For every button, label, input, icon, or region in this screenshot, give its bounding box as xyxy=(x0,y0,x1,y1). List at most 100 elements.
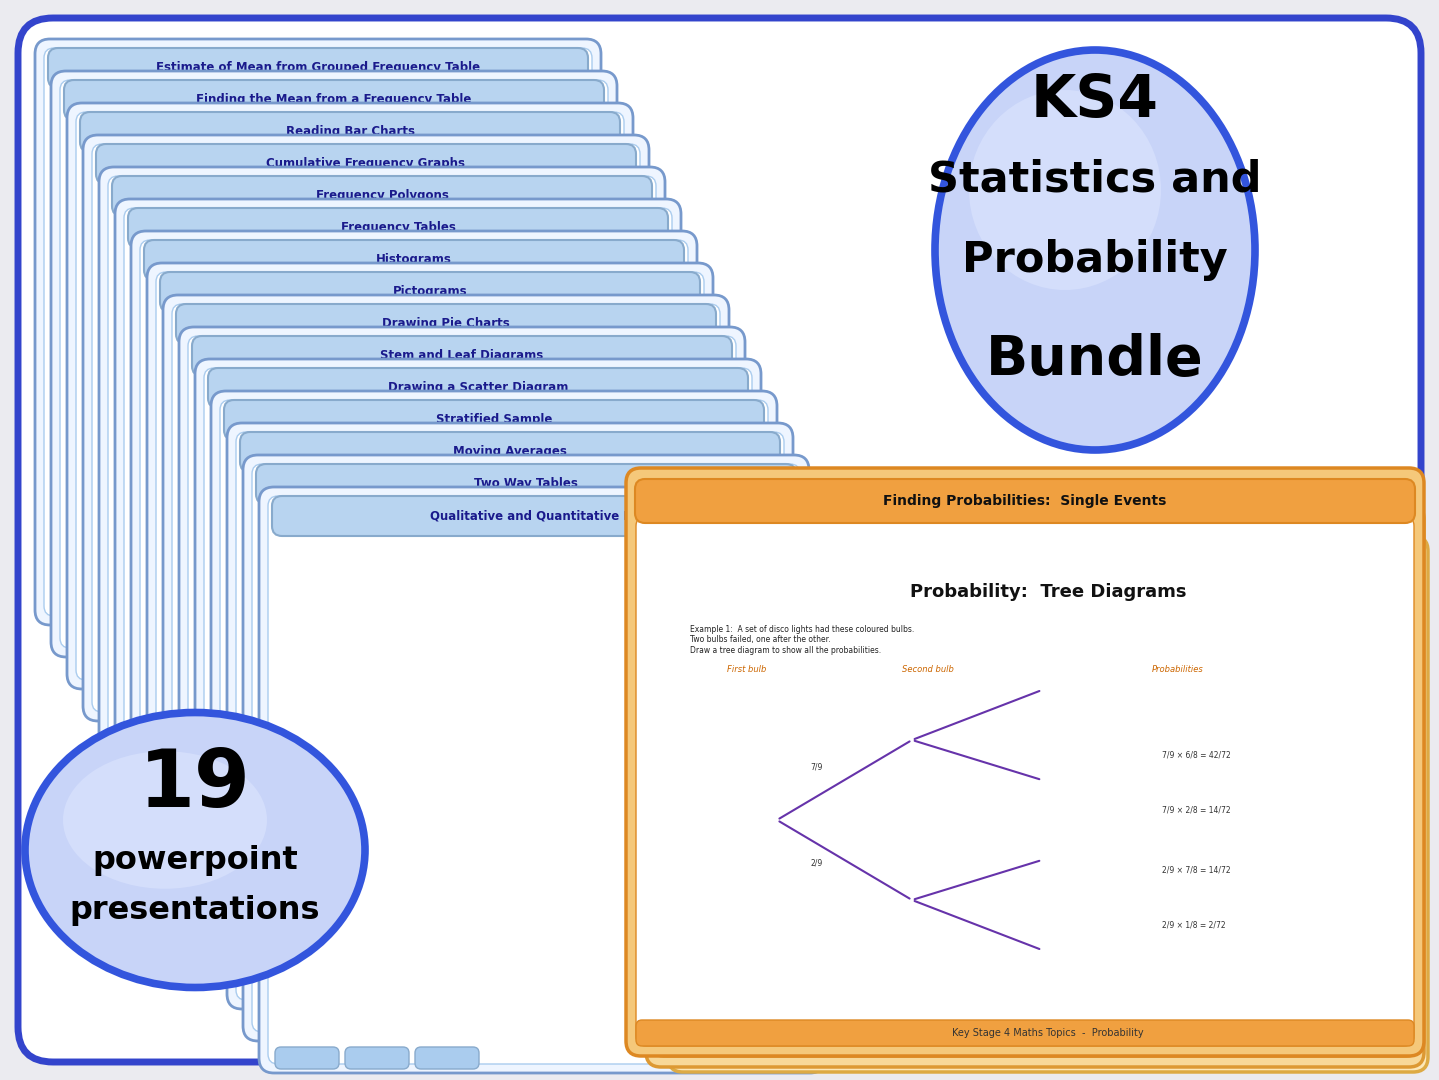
FancyBboxPatch shape xyxy=(99,696,163,717)
Text: 2/9 × 7/8 = 14/72: 2/9 × 7/8 = 14/72 xyxy=(1163,865,1230,875)
FancyBboxPatch shape xyxy=(131,231,696,816)
Text: 7/9 × 6/8 = 42/72: 7/9 × 6/8 = 42/72 xyxy=(1163,751,1230,759)
FancyBboxPatch shape xyxy=(223,663,286,685)
Text: powerpoint: powerpoint xyxy=(92,845,298,876)
FancyBboxPatch shape xyxy=(178,855,243,877)
FancyBboxPatch shape xyxy=(635,480,1415,523)
Text: Stratified Sample: Stratified Sample xyxy=(436,414,553,427)
Ellipse shape xyxy=(24,713,366,987)
Text: 7/9: 7/9 xyxy=(810,762,823,772)
FancyBboxPatch shape xyxy=(144,240,684,280)
FancyBboxPatch shape xyxy=(204,368,753,936)
FancyBboxPatch shape xyxy=(178,327,745,913)
FancyBboxPatch shape xyxy=(96,144,636,184)
FancyBboxPatch shape xyxy=(256,464,796,504)
FancyBboxPatch shape xyxy=(656,552,1415,1057)
FancyBboxPatch shape xyxy=(240,432,780,472)
FancyBboxPatch shape xyxy=(646,504,1425,1067)
FancyBboxPatch shape xyxy=(636,1020,1415,1047)
Text: Reading Bar Charts: Reading Bar Charts xyxy=(285,125,414,138)
FancyBboxPatch shape xyxy=(50,71,617,657)
FancyBboxPatch shape xyxy=(281,919,345,941)
Text: Second bulb: Second bulb xyxy=(902,665,954,675)
FancyBboxPatch shape xyxy=(676,546,1419,591)
FancyBboxPatch shape xyxy=(160,272,699,312)
FancyBboxPatch shape xyxy=(196,887,259,909)
FancyBboxPatch shape xyxy=(140,240,688,808)
FancyBboxPatch shape xyxy=(35,39,602,625)
Text: Qualitative and Quantitative Data: Qualitative and Quantitative Data xyxy=(430,510,655,523)
FancyBboxPatch shape xyxy=(168,696,233,717)
FancyBboxPatch shape xyxy=(220,400,768,968)
FancyBboxPatch shape xyxy=(296,951,361,973)
FancyBboxPatch shape xyxy=(286,791,351,813)
FancyBboxPatch shape xyxy=(304,823,367,845)
FancyBboxPatch shape xyxy=(268,496,816,1064)
FancyBboxPatch shape xyxy=(163,823,227,845)
Text: Probabilities: Probabilities xyxy=(1153,665,1204,675)
FancyBboxPatch shape xyxy=(50,599,115,621)
FancyBboxPatch shape xyxy=(367,951,432,973)
Text: Key Stage 4 Maths Topics  -  Probability: Key Stage 4 Maths Topics - Probability xyxy=(953,1028,1144,1038)
Text: Statistics and: Statistics and xyxy=(928,159,1262,201)
FancyBboxPatch shape xyxy=(147,791,212,813)
Text: Example 1:  A set of disco lights had these coloured bulbs.
Two bulbs failed, on: Example 1: A set of disco lights had the… xyxy=(689,625,914,654)
FancyBboxPatch shape xyxy=(330,1015,393,1037)
FancyBboxPatch shape xyxy=(207,631,271,653)
Text: Frequency Tables: Frequency Tables xyxy=(341,221,455,234)
FancyBboxPatch shape xyxy=(383,983,448,1005)
FancyBboxPatch shape xyxy=(63,80,604,120)
FancyBboxPatch shape xyxy=(319,855,383,877)
FancyBboxPatch shape xyxy=(189,336,735,904)
FancyBboxPatch shape xyxy=(399,1015,463,1037)
FancyBboxPatch shape xyxy=(191,599,255,621)
FancyBboxPatch shape xyxy=(121,599,186,621)
FancyBboxPatch shape xyxy=(212,919,275,941)
Text: Moving Averages: Moving Averages xyxy=(453,445,567,459)
FancyBboxPatch shape xyxy=(83,663,147,685)
Text: Probability:  Tree Diagrams: Probability: Tree Diagrams xyxy=(941,562,1156,576)
Text: Probability:  Probability Space Diagrams: Probability: Probability Space Diagrams xyxy=(876,530,1194,544)
FancyBboxPatch shape xyxy=(68,103,633,689)
FancyBboxPatch shape xyxy=(137,631,201,653)
FancyBboxPatch shape xyxy=(345,1047,409,1069)
Text: 7/9 × 2/8 = 14/72: 7/9 × 2/8 = 14/72 xyxy=(1163,806,1230,814)
FancyBboxPatch shape xyxy=(115,727,178,750)
FancyBboxPatch shape xyxy=(212,391,777,977)
Ellipse shape xyxy=(935,50,1255,450)
FancyBboxPatch shape xyxy=(115,199,681,785)
Ellipse shape xyxy=(968,90,1161,291)
FancyBboxPatch shape xyxy=(252,464,800,1032)
FancyBboxPatch shape xyxy=(99,167,665,753)
FancyBboxPatch shape xyxy=(275,1047,340,1069)
Text: Finding Probabilities:  Single Events: Finding Probabilities: Single Events xyxy=(884,494,1167,508)
Text: Drawing Pie Charts: Drawing Pie Charts xyxy=(383,318,509,330)
FancyBboxPatch shape xyxy=(217,791,281,813)
FancyBboxPatch shape xyxy=(47,48,589,87)
FancyBboxPatch shape xyxy=(272,496,812,536)
FancyBboxPatch shape xyxy=(81,112,620,152)
FancyBboxPatch shape xyxy=(173,303,720,872)
Text: Drawing a Scatter Diagram: Drawing a Scatter Diagram xyxy=(389,381,568,394)
FancyBboxPatch shape xyxy=(636,516,1415,1047)
Text: Pictograms: Pictograms xyxy=(393,285,468,298)
FancyBboxPatch shape xyxy=(233,823,296,845)
Text: 2/9 × 1/8 = 2/72: 2/9 × 1/8 = 2/72 xyxy=(1163,920,1226,930)
FancyBboxPatch shape xyxy=(255,727,319,750)
FancyBboxPatch shape xyxy=(265,887,330,909)
FancyBboxPatch shape xyxy=(45,48,591,616)
FancyBboxPatch shape xyxy=(259,1015,322,1037)
FancyBboxPatch shape xyxy=(176,303,717,345)
FancyBboxPatch shape xyxy=(656,1031,1415,1057)
FancyBboxPatch shape xyxy=(678,584,1417,1062)
FancyBboxPatch shape xyxy=(92,144,640,712)
FancyBboxPatch shape xyxy=(108,176,656,744)
FancyBboxPatch shape xyxy=(236,432,784,1000)
FancyBboxPatch shape xyxy=(153,663,217,685)
FancyBboxPatch shape xyxy=(678,1036,1417,1062)
FancyBboxPatch shape xyxy=(186,727,249,750)
FancyBboxPatch shape xyxy=(68,631,131,653)
FancyBboxPatch shape xyxy=(112,176,652,216)
FancyBboxPatch shape xyxy=(124,208,672,777)
Text: 2/9: 2/9 xyxy=(810,858,823,867)
